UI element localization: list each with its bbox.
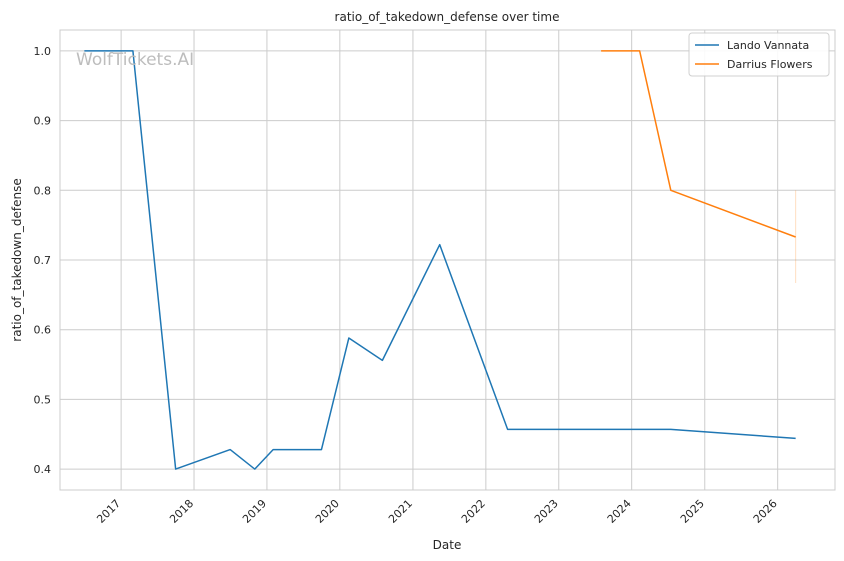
- y-tick-label: 0.6: [34, 324, 52, 337]
- x-tick-label: 2025: [678, 497, 707, 526]
- y-tick-label: 0.5: [34, 393, 52, 406]
- x-tick-label: 2018: [167, 497, 196, 526]
- y-tick-label: 0.9: [34, 115, 52, 128]
- y-tick-label: 1.0: [34, 45, 52, 58]
- y-tick-labels: 0.4 0.5 0.6 0.7 0.8 0.9 1.0: [34, 45, 52, 476]
- x-tick-label: 2021: [386, 497, 415, 526]
- x-tick-label: 2017: [94, 497, 123, 526]
- chart-title: ratio_of_takedown_defense over time: [335, 10, 560, 24]
- y-tick-label: 0.4: [34, 463, 52, 476]
- x-tick-label: 2024: [605, 497, 634, 526]
- x-tick-label: 2019: [240, 497, 269, 526]
- legend-label-lando: Lando Vannata: [727, 39, 809, 52]
- x-tick-label: 2023: [532, 497, 561, 526]
- x-tick-labels: 2017 2018 2019 2020 2021 2022 2023 2024 2025 2026: [94, 497, 780, 526]
- series-lines: [84, 50, 797, 470]
- watermark-text: WolfTickets.AI: [76, 50, 194, 70]
- series-line-lando: [84, 50, 796, 470]
- y-tick-label: 0.7: [34, 254, 52, 267]
- x-tick-label: 2026: [751, 497, 780, 526]
- legend-box: [688, 32, 830, 77]
- y-tick-label: 0.8: [34, 184, 52, 197]
- x-tick-label: 2020: [313, 497, 342, 526]
- x-tick-label: 2022: [459, 497, 488, 526]
- legend: Lando Vannata Darrius Flowers: [688, 32, 830, 77]
- x-axis-label: Date: [433, 538, 462, 552]
- series-line-darrius: [601, 50, 796, 238]
- legend-label-darrius: Darrius Flowers: [727, 58, 813, 71]
- y-axis-label: ratio_of_takedown_defense: [10, 178, 24, 341]
